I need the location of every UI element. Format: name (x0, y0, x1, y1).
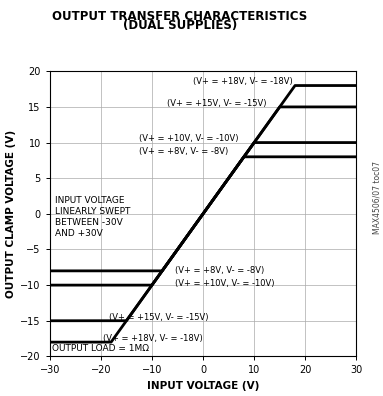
Text: (DUAL SUPPLIES): (DUAL SUPPLIES) (123, 19, 237, 32)
Text: MAX4506/07 toc07: MAX4506/07 toc07 (372, 162, 381, 234)
Text: (V+ = +8V, V- = -8V): (V+ = +8V, V- = -8V) (139, 147, 228, 156)
Y-axis label: OUTPUT CLAMP VOLTAGE (V): OUTPUT CLAMP VOLTAGE (V) (6, 130, 16, 298)
Text: (V+ = +10V, V- = -10V): (V+ = +10V, V- = -10V) (175, 279, 274, 288)
Text: (V+ = +18V, V- = -18V): (V+ = +18V, V- = -18V) (103, 334, 203, 343)
Text: INPUT VOLTAGE
LINEARLY SWEPT
BETWEEN -30V
AND +30V: INPUT VOLTAGE LINEARLY SWEPT BETWEEN -30… (55, 196, 130, 238)
Text: OUTPUT TRANSFER CHARACTERISTICS: OUTPUT TRANSFER CHARACTERISTICS (52, 10, 308, 23)
Text: (V+ = +10V, V- = -10V): (V+ = +10V, V- = -10V) (139, 135, 239, 143)
Text: (V+ = +18V, V- = -18V): (V+ = +18V, V- = -18V) (193, 77, 293, 86)
Text: (V+ = +15V, V- = -15V): (V+ = +15V, V- = -15V) (167, 99, 267, 108)
X-axis label: INPUT VOLTAGE (V): INPUT VOLTAGE (V) (147, 381, 259, 391)
Text: (V+ = +15V, V- = -15V): (V+ = +15V, V- = -15V) (108, 313, 208, 322)
Text: OUTPUT LOAD = 1MΩ: OUTPUT LOAD = 1MΩ (52, 344, 149, 353)
Text: (V+ = +8V, V- = -8V): (V+ = +8V, V- = -8V) (175, 267, 264, 275)
